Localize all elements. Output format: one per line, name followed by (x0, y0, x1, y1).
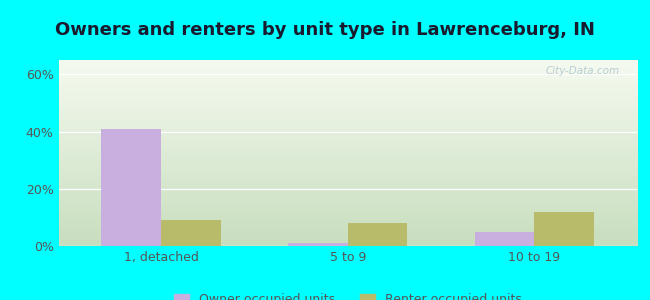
Bar (288, 243, 348, 246)
Bar (474, 232, 534, 246)
Bar (348, 223, 408, 246)
Text: Owners and renters by unit type in Lawrenceburg, IN: Owners and renters by unit type in Lawre… (55, 21, 595, 39)
Bar (161, 220, 221, 246)
Bar (534, 212, 594, 246)
Text: City-Data.com: City-Data.com (545, 66, 619, 76)
Bar (101, 129, 161, 246)
Legend: Owner occupied units, Renter occupied units: Owner occupied units, Renter occupied un… (174, 293, 522, 300)
